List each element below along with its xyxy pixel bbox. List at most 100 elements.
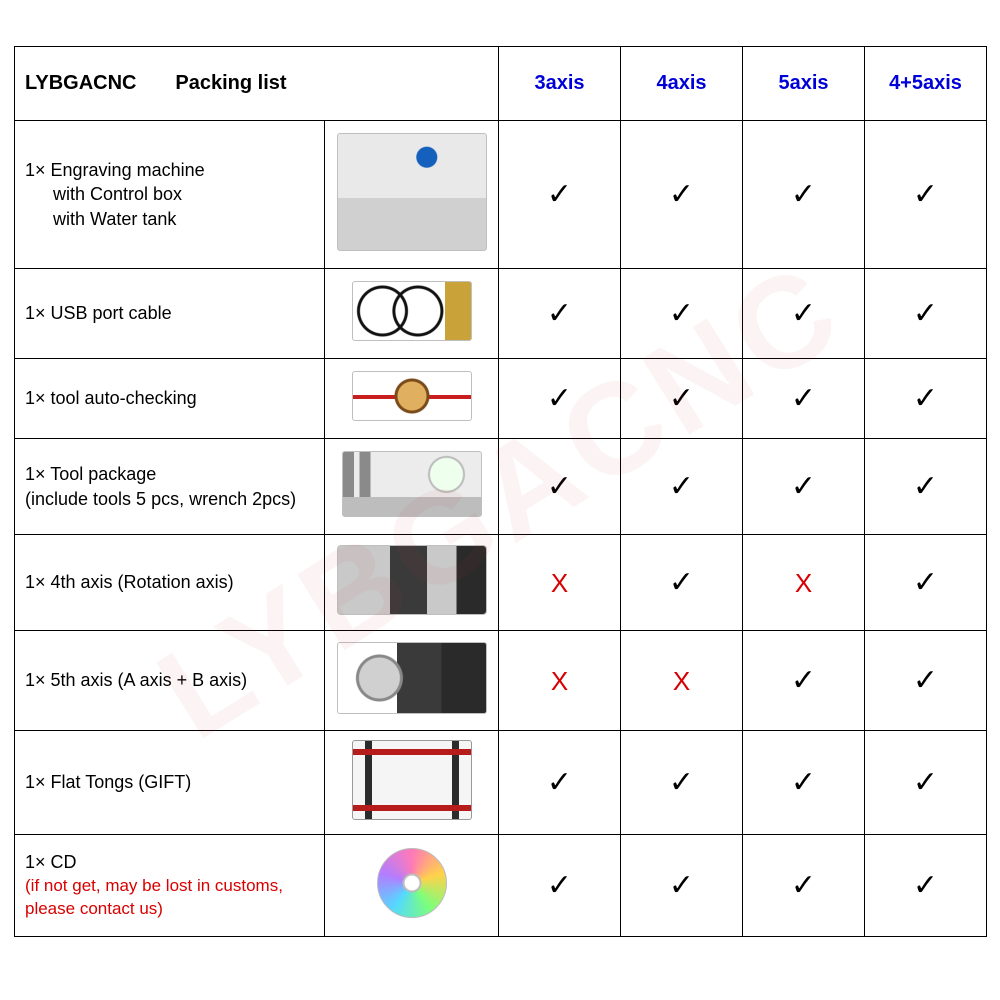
mark-cell: ✓ (743, 439, 865, 535)
item-image-cell (325, 439, 499, 535)
check-icon: ✓ (669, 766, 694, 799)
check-icon: ✓ (913, 297, 938, 330)
check-icon: ✓ (669, 382, 694, 415)
item-image-cell (325, 359, 499, 439)
check-icon: ✓ (547, 766, 572, 799)
fourth-axis-icon (337, 545, 487, 615)
flat-tongs-icon (352, 740, 472, 820)
col-4-5axis: 4+5axis (865, 47, 987, 121)
item-desc: 1× CD (if not get, may be lost in custom… (15, 835, 325, 937)
mark-cell: ✓ (743, 631, 865, 731)
mark-cell: ✓ (499, 439, 621, 535)
mark-cell: ✓ (499, 269, 621, 359)
check-icon: ✓ (913, 664, 938, 697)
brand-label: LYBGACNC (25, 72, 137, 94)
item-label: 1× CD (25, 850, 318, 874)
cross-icon: X (551, 666, 568, 696)
fifth-axis-icon (337, 642, 487, 714)
item-desc: 1× Tool package (include tools 5 pcs, wr… (15, 439, 325, 535)
item-desc: 1× 4th axis (Rotation axis) (15, 535, 325, 631)
mark-cell: ✓ (621, 439, 743, 535)
mark-cell: ✓ (865, 359, 987, 439)
check-icon: ✓ (669, 297, 694, 330)
check-icon: ✓ (547, 382, 572, 415)
mark-cell: ✓ (865, 631, 987, 731)
table-row: 1× CD (if not get, may be lost in custom… (15, 835, 987, 937)
check-icon: ✓ (791, 664, 816, 697)
mark-cell: ✓ (865, 269, 987, 359)
item-subline: with Water tank (25, 207, 318, 231)
tool-package-icon (342, 451, 482, 517)
mark-cell: ✓ (865, 121, 987, 269)
check-icon: ✓ (547, 297, 572, 330)
packing-list-label: Packing list (175, 72, 286, 94)
mark-cell: X (499, 631, 621, 731)
col-5axis: 5axis (743, 47, 865, 121)
cross-icon: X (551, 568, 568, 598)
mark-cell: ✓ (621, 535, 743, 631)
item-image-cell (325, 631, 499, 731)
mark-cell: X (621, 631, 743, 731)
mark-cell: ✓ (621, 731, 743, 835)
table-row: 1× Tool package (include tools 5 pcs, wr… (15, 439, 987, 535)
table-row: 1× 5th axis (A axis + B axis) X X ✓ ✓ (15, 631, 987, 731)
check-icon: ✓ (669, 178, 694, 211)
mark-cell: ✓ (743, 121, 865, 269)
cd-icon (377, 848, 447, 918)
cross-icon: X (673, 666, 690, 696)
item-label: 1× Tool package (25, 462, 318, 486)
item-subline: (include tools 5 pcs, wrench 2pcs) (25, 487, 318, 511)
item-desc: 1× Flat Tongs (GIFT) (15, 731, 325, 835)
mark-cell: ✓ (743, 359, 865, 439)
item-desc: 1× tool auto-checking (15, 359, 325, 439)
check-icon: ✓ (913, 470, 938, 503)
check-icon: ✓ (669, 869, 694, 902)
mark-cell: ✓ (621, 359, 743, 439)
check-icon: ✓ (547, 869, 572, 902)
mark-cell: X (743, 535, 865, 631)
check-icon: ✓ (913, 766, 938, 799)
check-icon: ✓ (913, 869, 938, 902)
item-note: (if not get, may be lost in customs, ple… (25, 875, 318, 921)
col-3axis: 3axis (499, 47, 621, 121)
table-header-row: LYBGACNC Packing list 3axis 4axis 5axis … (15, 47, 987, 121)
item-image-cell (325, 121, 499, 269)
mark-cell: ✓ (743, 835, 865, 937)
table-row: 1× Engraving machine with Control box wi… (15, 121, 987, 269)
mark-cell: ✓ (499, 835, 621, 937)
check-icon: ✓ (669, 566, 694, 599)
check-icon: ✓ (791, 178, 816, 211)
header-title-cell: LYBGACNC Packing list (15, 47, 499, 121)
table-row: 1× 4th axis (Rotation axis) X ✓ X ✓ (15, 535, 987, 631)
check-icon: ✓ (913, 566, 938, 599)
check-icon: ✓ (791, 382, 816, 415)
mark-cell: ✓ (621, 269, 743, 359)
mark-cell: ✓ (499, 359, 621, 439)
check-icon: ✓ (913, 382, 938, 415)
mark-cell: ✓ (865, 835, 987, 937)
item-image-cell (325, 269, 499, 359)
mark-cell: ✓ (865, 439, 987, 535)
item-desc: 1× Engraving machine with Control box wi… (15, 121, 325, 269)
check-icon: ✓ (913, 178, 938, 211)
item-subline: with Control box (25, 182, 318, 206)
item-label: 1× 4th axis (Rotation axis) (25, 570, 318, 594)
mark-cell: ✓ (865, 535, 987, 631)
item-label: 1× tool auto-checking (25, 386, 318, 410)
mark-cell: ✓ (865, 731, 987, 835)
usb-cable-icon (352, 281, 472, 341)
table-row: 1× tool auto-checking ✓ ✓ ✓ ✓ (15, 359, 987, 439)
check-icon: ✓ (791, 869, 816, 902)
item-label: 1× USB port cable (25, 301, 318, 325)
table-row: 1× Flat Tongs (GIFT) ✓ ✓ ✓ ✓ (15, 731, 987, 835)
col-4axis: 4axis (621, 47, 743, 121)
item-label: 1× Flat Tongs (GIFT) (25, 770, 318, 794)
tool-probe-icon (352, 371, 472, 421)
check-icon: ✓ (547, 178, 572, 211)
mark-cell: ✓ (743, 731, 865, 835)
packing-list-table: LYBGACNC Packing list 3axis 4axis 5axis … (14, 46, 987, 937)
check-icon: ✓ (791, 470, 816, 503)
mark-cell: ✓ (621, 121, 743, 269)
mark-cell: ✓ (499, 731, 621, 835)
item-desc: 1× USB port cable (15, 269, 325, 359)
